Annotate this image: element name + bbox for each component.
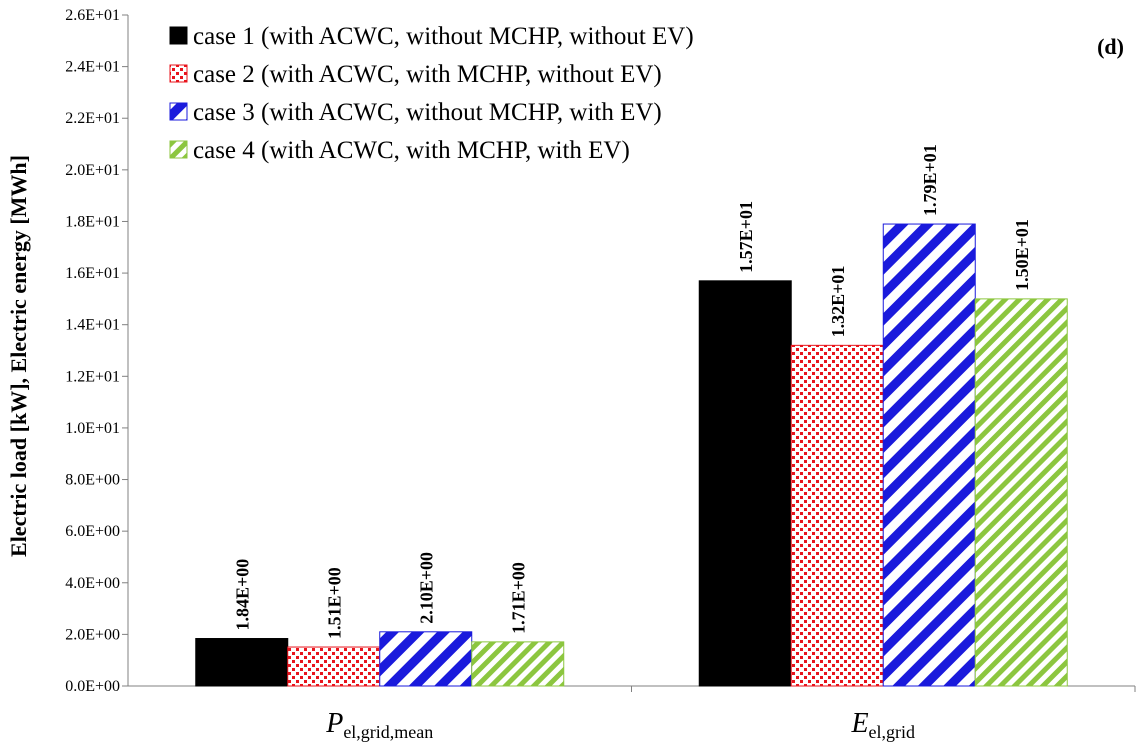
y-tick-label: 1.4E+01 <box>65 317 120 334</box>
data-label-series-2-cat-1: 1.51E+00 <box>325 567 345 639</box>
bar-series-3-cat-1 <box>379 631 473 687</box>
legend-label-4: case 4 (with ACWC, with MCHP, with EV) <box>193 137 630 164</box>
legend-swatch-3 <box>169 102 188 121</box>
y-tick-label: 1.0E+01 <box>65 420 120 437</box>
category-label-subscript: el,grid <box>869 722 916 742</box>
data-label-series-2-cat-2: 1.32E+01 <box>828 266 848 338</box>
bar-series-4-cat-1 <box>471 641 565 687</box>
bar-series-2-cat-2 <box>790 344 884 687</box>
y-tick-label: 2.2E+01 <box>65 110 120 127</box>
legend-swatch-2 <box>169 64 188 83</box>
y-tick-label: 6.0E+00 <box>65 523 120 540</box>
y-tick-label: 2.6E+01 <box>65 7 120 24</box>
y-axis-label: Electric load [kW], Electric energy [MWh… <box>6 155 31 557</box>
category-labels: Pel,grid,mean Eel,grid <box>325 708 915 742</box>
data-label-series-1-cat-1: 1.84E+00 <box>233 559 253 631</box>
y-tick-label: 8.0E+00 <box>65 472 120 489</box>
category-label-main: E <box>850 708 868 739</box>
data-label-series-4-cat-2: 1.50E+01 <box>1012 219 1032 291</box>
data-label-series-1-cat-2: 1.57E+01 <box>736 201 756 273</box>
category-label-subscript: el,grid,mean <box>343 722 433 742</box>
legend-background <box>160 14 795 174</box>
data-label-series-3-cat-1: 2.10E+00 <box>417 552 437 624</box>
legend-swatch-1 <box>169 26 188 45</box>
y-tick-label: 2.0E+00 <box>65 626 120 643</box>
bar-series-4-cat-2 <box>974 298 1068 687</box>
y-ticks: 0.0E+00 2.0E+00 4.0E+00 6.0E+00 8.0E+00 1.0E+… <box>65 7 128 695</box>
y-tick-label: 1.8E+01 <box>65 213 120 230</box>
bar-series-2-cat-1 <box>287 646 381 687</box>
bar-series-1-cat-2 <box>698 280 792 687</box>
data-label-series-4-cat-1: 1.71E+00 <box>509 562 529 634</box>
y-tick-label: 1.2E+01 <box>65 368 120 385</box>
bar-series-3-cat-2 <box>882 223 976 687</box>
bars <box>195 223 1068 687</box>
data-labels: 1.84E+00 1.51E+00 2.10E+00 1.71E+00 1.57E+01… <box>233 144 1033 639</box>
category-label-1: Pel,grid,mean <box>325 708 433 742</box>
x-ticks <box>631 686 1136 692</box>
y-tick-label: 1.6E+01 <box>65 265 120 282</box>
y-tick-label: 0.0E+00 <box>65 678 120 695</box>
category-label-2: Eel,grid <box>850 708 915 742</box>
bar-series-1-cat-1 <box>195 638 289 687</box>
legend-label-3: case 3 (with ACWC, without MCHP, with EV… <box>193 99 662 126</box>
legend: case 1 (with ACWC, without MCHP, without… <box>160 14 795 174</box>
y-tick-label: 4.0E+00 <box>65 575 120 592</box>
legend-label-2: case 2 (with ACWC, with MCHP, without EV… <box>193 61 662 88</box>
y-tick-label: 2.4E+01 <box>65 59 120 76</box>
y-tick-label: 2.0E+01 <box>65 162 120 179</box>
panel-label: (d) <box>1097 34 1124 59</box>
category-label-main: P <box>325 708 343 739</box>
legend-swatch-4 <box>169 140 188 159</box>
data-label-series-3-cat-2: 1.79E+01 <box>920 144 940 216</box>
legend-label-1: case 1 (with ACWC, without MCHP, without… <box>193 23 694 50</box>
